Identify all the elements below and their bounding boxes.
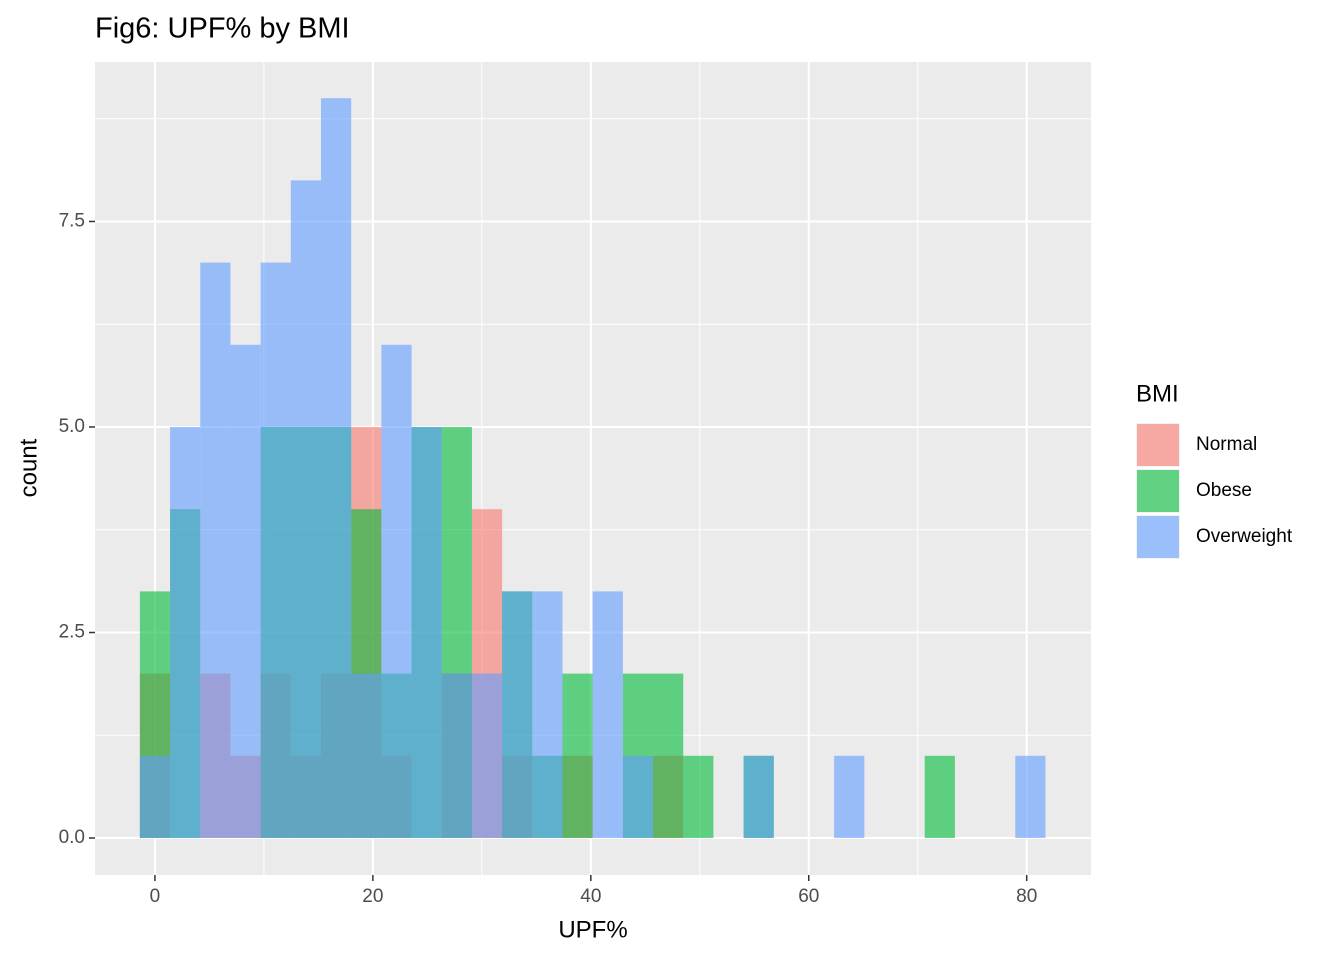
bar <box>683 755 714 839</box>
bar <box>260 262 291 839</box>
x-tick-label: 40 <box>580 886 601 907</box>
bar <box>1015 755 1046 839</box>
y-tick-label: 2.5 <box>59 622 85 643</box>
legend-key <box>1137 424 1179 466</box>
legend-key <box>1137 470 1179 512</box>
bar <box>351 673 382 839</box>
y-tick-label: 0.0 <box>59 827 85 848</box>
bar <box>471 673 503 839</box>
bar <box>170 426 201 839</box>
bar <box>653 673 684 839</box>
bar <box>532 591 563 839</box>
bar <box>411 426 442 839</box>
x-tick-label: 0 <box>150 886 161 907</box>
bar <box>200 262 231 839</box>
y-tick-label: 7.5 <box>59 210 85 231</box>
bar <box>562 673 593 839</box>
x-tick-label: 20 <box>362 886 383 907</box>
bar <box>441 673 472 839</box>
bar <box>592 591 623 839</box>
bar <box>622 755 654 839</box>
legend-label: Overweight <box>1196 526 1293 547</box>
bar <box>381 344 412 839</box>
bars <box>139 98 1046 839</box>
legend-label: Obese <box>1196 480 1252 501</box>
bar <box>139 755 171 839</box>
y-tick-label: 5.0 <box>59 416 85 437</box>
x-tick-label: 80 <box>1016 886 1037 907</box>
y-axis-title: count <box>15 438 42 497</box>
bar <box>743 755 774 839</box>
bar <box>290 180 322 839</box>
legend-title: BMI <box>1136 380 1179 407</box>
chart-title: Fig6: UPF% by BMI <box>95 13 350 45</box>
bar <box>321 98 352 839</box>
bar <box>834 755 865 839</box>
x-axis-title: UPF% <box>558 916 627 943</box>
bar <box>502 591 533 839</box>
legend-label: Normal <box>1196 434 1257 455</box>
legend-key <box>1137 516 1179 558</box>
bar <box>230 344 261 839</box>
bar <box>924 755 955 839</box>
x-tick-label: 60 <box>798 886 819 907</box>
